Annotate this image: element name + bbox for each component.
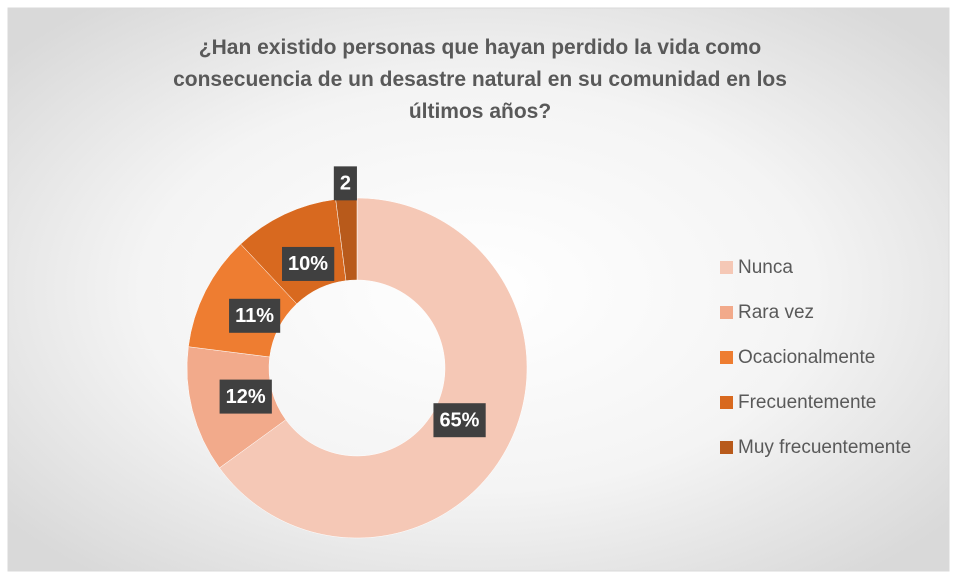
legend-label: Nunca <box>738 257 793 278</box>
data-label: 11% <box>235 305 274 327</box>
legend-swatch <box>720 351 733 364</box>
data-label: 12% <box>226 386 266 408</box>
legend-swatch <box>720 396 733 409</box>
data-label-box <box>229 298 281 333</box>
donut-segment <box>219 197 528 539</box>
data-label-box <box>219 379 272 414</box>
data-label: 10% <box>288 253 328 275</box>
legend-label: Rara vez <box>738 302 814 323</box>
legend-label: Ocacionalmente <box>738 347 875 368</box>
legend-label: Frecuentemente <box>738 392 876 413</box>
legend-swatch <box>720 441 733 454</box>
data-label-box <box>433 403 486 438</box>
legend-swatch <box>720 306 733 319</box>
legend-swatch <box>720 261 733 274</box>
legend-label: Muy frecuentemente <box>738 437 911 458</box>
chart-title: ¿Han existido personas que hayan perdido… <box>173 36 787 123</box>
data-label: 2 <box>340 173 351 195</box>
data-label-box <box>333 166 357 201</box>
data-label-box <box>282 246 335 281</box>
data-label: 65% <box>439 409 479 431</box>
